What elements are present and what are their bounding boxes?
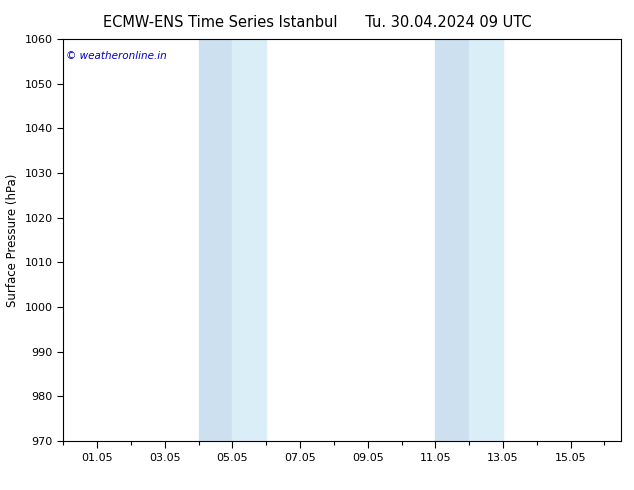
Bar bbox=[469, 39, 503, 441]
Text: © weatheronline.in: © weatheronline.in bbox=[66, 51, 167, 61]
Bar bbox=[198, 39, 233, 441]
Bar bbox=[233, 39, 266, 441]
Bar bbox=[436, 39, 469, 441]
Y-axis label: Surface Pressure (hPa): Surface Pressure (hPa) bbox=[6, 173, 19, 307]
Text: ECMW-ENS Time Series Istanbul      Tu. 30.04.2024 09 UTC: ECMW-ENS Time Series Istanbul Tu. 30.04.… bbox=[103, 15, 531, 30]
